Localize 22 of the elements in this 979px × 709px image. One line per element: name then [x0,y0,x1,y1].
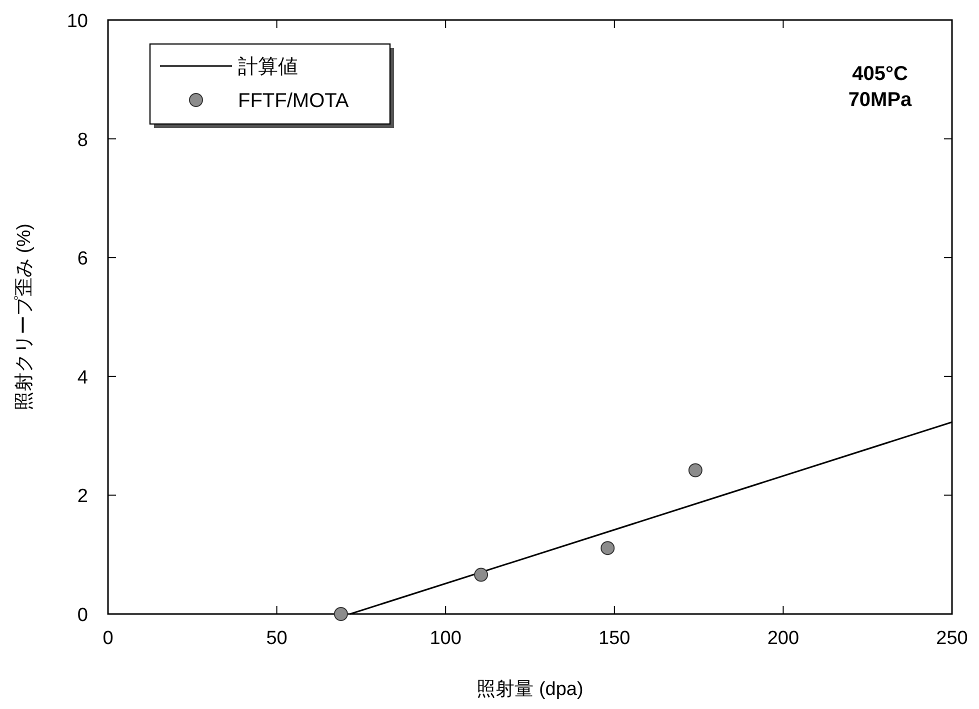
y-tick-label: 8 [77,130,88,151]
point [688,463,702,478]
x-tick-label: 100 [430,628,462,649]
x-tick-label: 150 [598,628,630,649]
y-tick-label: 6 [77,248,88,270]
x-axis-title: 照射量 (dpa) [476,679,584,700]
x-tick-label: 50 [266,628,288,649]
legend-label: FFTF/MOTA [238,90,350,112]
point [600,541,615,556]
x-tick-label: 200 [767,628,800,649]
x-tick-label: 0 [102,628,114,649]
y-tick-label: 0 [77,605,88,626]
point [334,607,348,621]
x-tick-label: 250 [936,628,968,649]
y-tick-label: 2 [77,486,88,508]
y-tick-label: 4 [77,367,88,388]
annotation: 70MPa [848,89,913,111]
point [474,568,488,582]
y-tick-label: 10 [66,11,88,32]
y-axis-title: 照射クリープ歪み (%) [14,224,35,410]
legend-label: 計算値 [238,56,298,78]
annotation: 405°C [852,63,908,85]
